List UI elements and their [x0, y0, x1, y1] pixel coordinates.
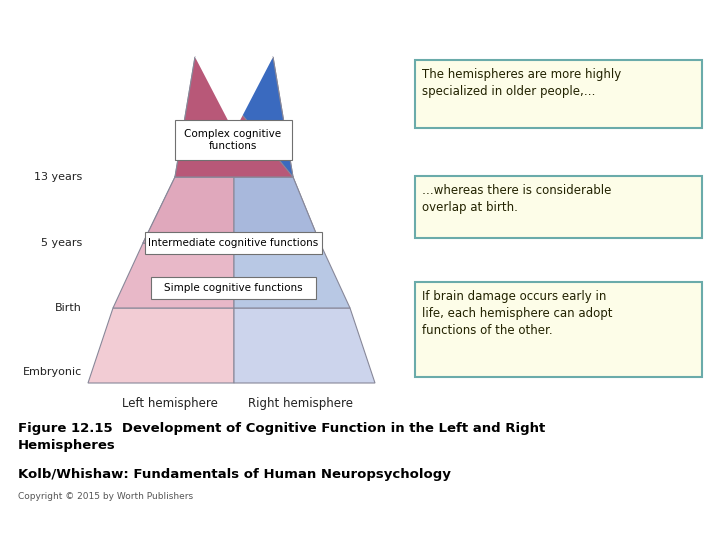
Polygon shape — [234, 243, 350, 308]
Text: Right hemisphere: Right hemisphere — [248, 397, 353, 410]
FancyBboxPatch shape — [150, 277, 315, 299]
Polygon shape — [234, 308, 375, 383]
Polygon shape — [143, 177, 234, 243]
Text: Left hemisphere: Left hemisphere — [122, 397, 218, 410]
Text: …whereas there is considerable
overlap at birth.: …whereas there is considerable overlap a… — [422, 184, 611, 214]
Text: Simple cognitive functions: Simple cognitive functions — [163, 283, 302, 293]
Text: If brain damage occurs early in
life, each hemisphere can adopt
functions of the: If brain damage occurs early in life, ea… — [422, 290, 613, 337]
Polygon shape — [175, 57, 293, 177]
FancyBboxPatch shape — [174, 120, 292, 160]
FancyBboxPatch shape — [415, 60, 702, 128]
Text: Kolb/Whishaw: Fundamentals of Human Neuropsychology: Kolb/Whishaw: Fundamentals of Human Neur… — [18, 468, 451, 481]
Polygon shape — [113, 243, 234, 308]
Text: Embryonic: Embryonic — [23, 367, 82, 377]
Text: The hemispheres are more highly
specialized in older people,…: The hemispheres are more highly speciali… — [422, 68, 621, 98]
Text: 13 years: 13 years — [34, 172, 82, 182]
Polygon shape — [88, 308, 234, 383]
Polygon shape — [195, 57, 273, 132]
FancyBboxPatch shape — [145, 232, 322, 254]
Text: Intermediate cognitive functions: Intermediate cognitive functions — [148, 238, 318, 248]
Polygon shape — [175, 57, 293, 177]
Text: 5 years: 5 years — [41, 238, 82, 248]
Polygon shape — [175, 57, 293, 177]
Polygon shape — [175, 57, 293, 177]
Polygon shape — [143, 177, 234, 243]
Text: Figure 12.15  Development of Cognitive Function in the Left and Right
Hemisphere: Figure 12.15 Development of Cognitive Fu… — [18, 422, 545, 452]
Polygon shape — [234, 177, 320, 243]
FancyBboxPatch shape — [415, 282, 702, 377]
Text: Copyright © 2015 by Worth Publishers: Copyright © 2015 by Worth Publishers — [18, 492, 193, 501]
Polygon shape — [234, 177, 320, 243]
FancyBboxPatch shape — [415, 176, 702, 238]
Text: Complex cognitive
functions: Complex cognitive functions — [184, 129, 282, 151]
Text: Birth: Birth — [55, 303, 82, 313]
